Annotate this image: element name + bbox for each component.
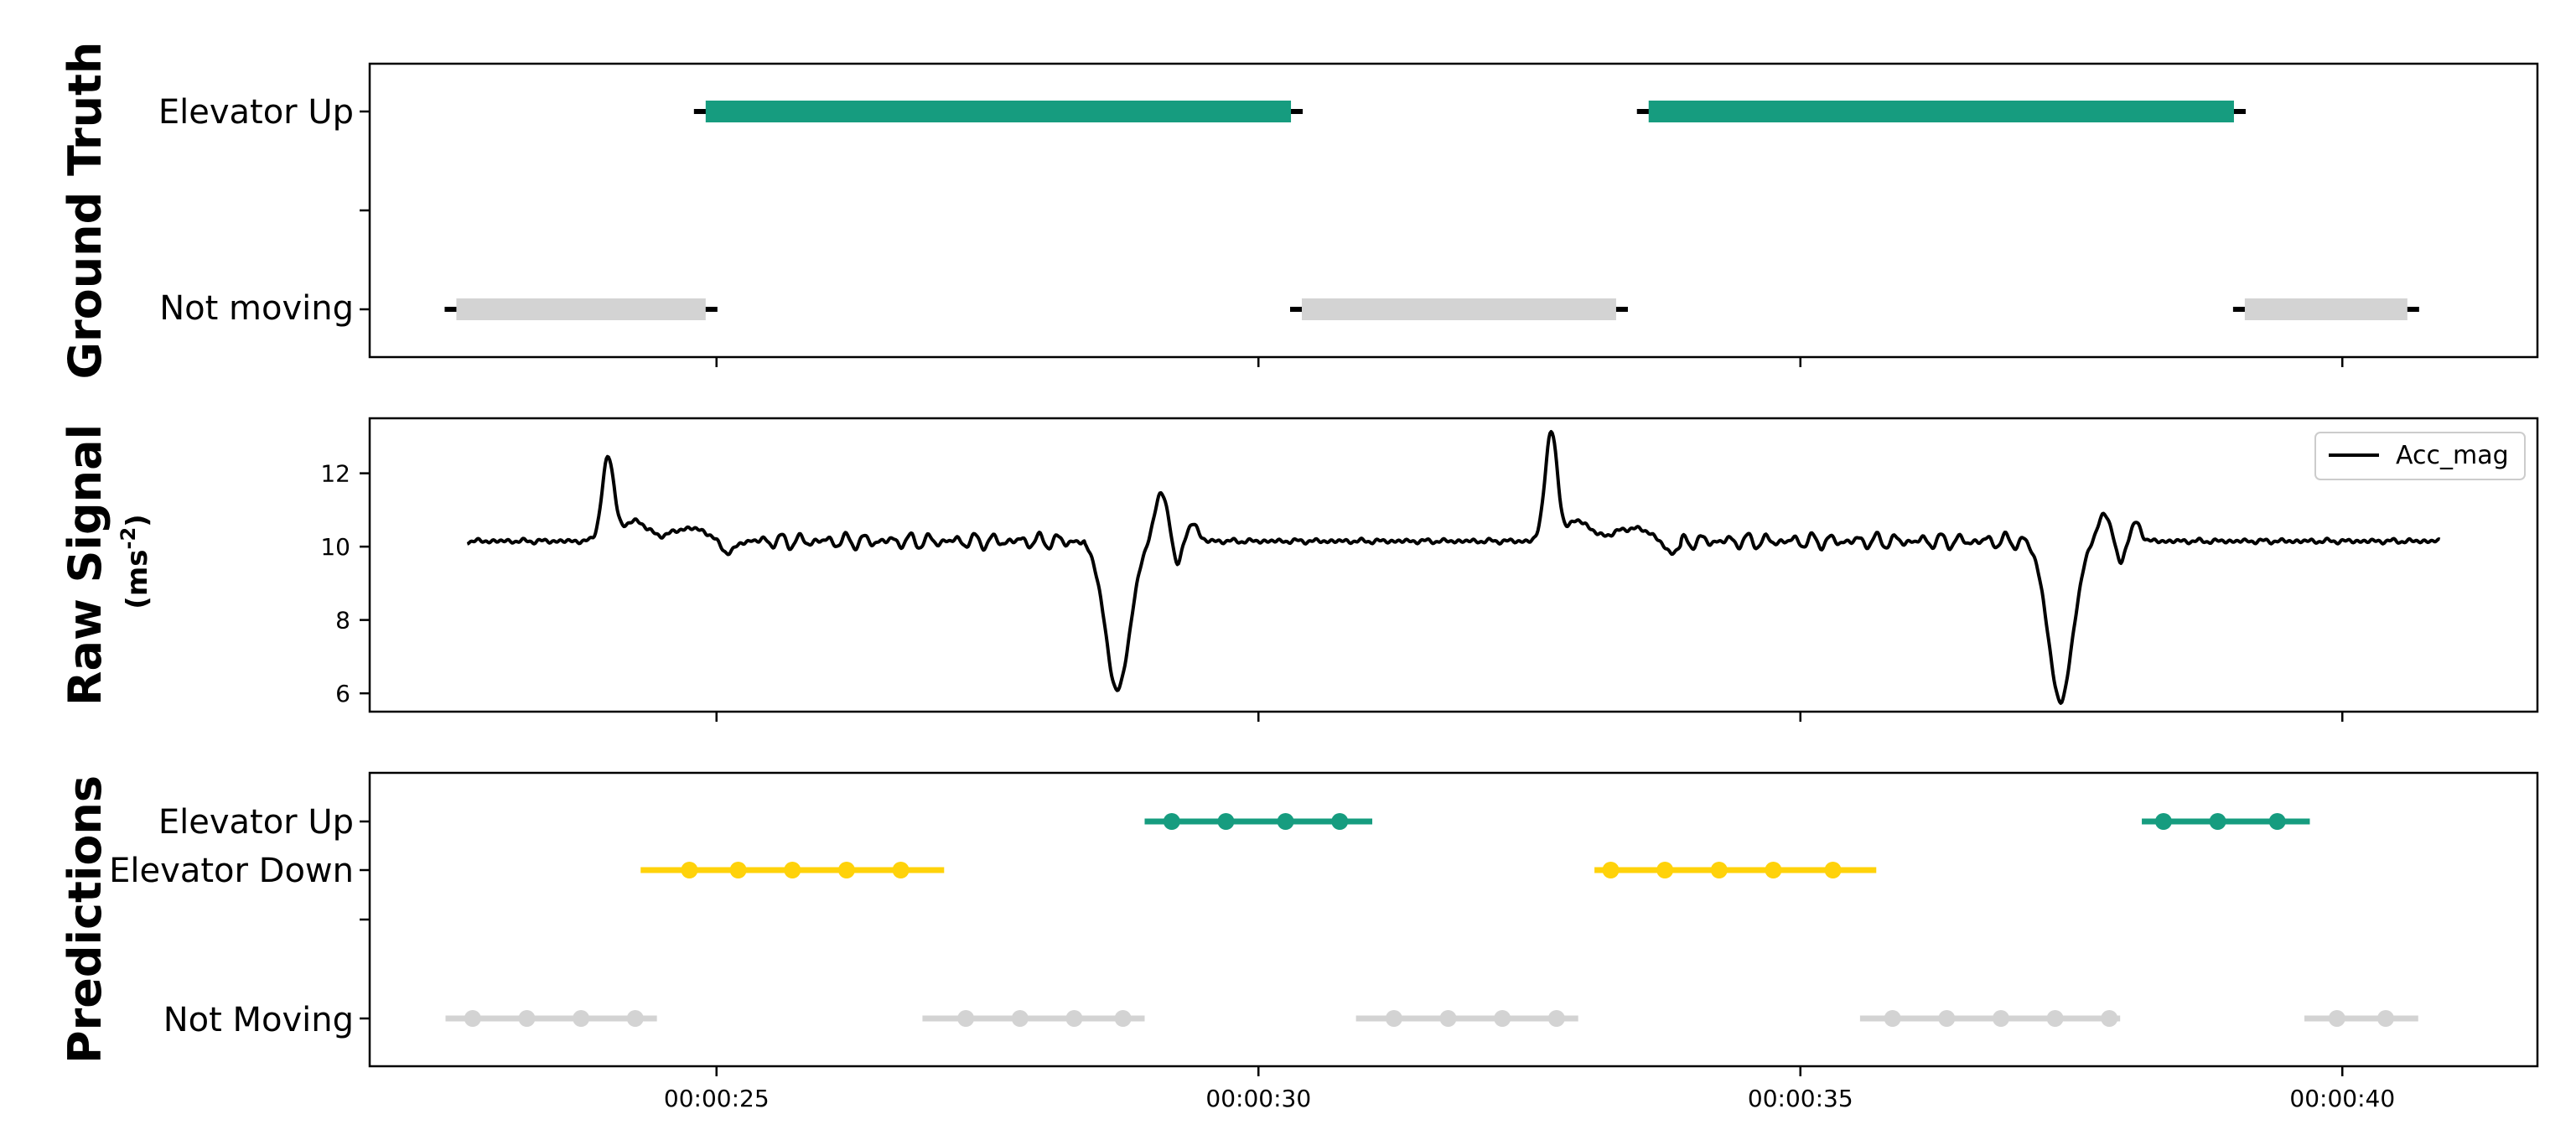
legend: Acc_mag <box>2314 432 2526 480</box>
pred-elevator-down-point-1-2 <box>1710 862 1728 878</box>
pred-not-moving-point-1-3 <box>1114 1010 1132 1027</box>
pred-not-moving-point-4-0 <box>2328 1010 2345 1027</box>
pred-not-moving-point-1-0 <box>957 1010 975 1027</box>
pred-not-moving-point-0-2 <box>573 1010 590 1027</box>
pred-not-moving-point-3-0 <box>1884 1010 1901 1027</box>
pred-elevator-down-point-1-4 <box>1824 862 1842 878</box>
ground-truth-title: Ground Truth <box>59 42 111 380</box>
pred-not-moving-point-2-2 <box>1494 1010 1511 1027</box>
pred-elevator-up-point-1-0 <box>2154 813 2172 830</box>
xtick-label-0: 00:00:25 <box>664 1085 770 1112</box>
legend-box <box>2314 432 2526 480</box>
pred-not-moving-point-2-1 <box>1439 1010 1457 1027</box>
pred-elevator-up-point-0-3 <box>1331 813 1349 830</box>
pred-not-moving-point-2-3 <box>1547 1010 1565 1027</box>
pred-ylabel-elevator-down: Elevator Down <box>109 852 354 890</box>
raw-signal-unit-main: (ms <box>121 550 154 609</box>
pred-not-moving-point-0-0 <box>464 1010 481 1027</box>
pred-not-moving-point-1-2 <box>1065 1010 1083 1027</box>
raw-signal-unit: (ms-2) <box>117 514 154 609</box>
xtick-label-1: 00:00:30 <box>1205 1085 1311 1112</box>
raw-signal-panel: Raw Signal (ms-2) 6 8 10 12 Acc_mag <box>59 417 2539 722</box>
gt-ylabel-elevator-up: Elevator Up <box>158 93 354 132</box>
pred-elevator-down-point-1-0 <box>1602 862 1620 878</box>
predictions-title: Predictions <box>59 775 111 1064</box>
pred-not-moving-point-4-1 <box>2376 1010 2394 1027</box>
xtick-label-3: 00:00:40 <box>2289 1085 2395 1112</box>
pred-not-moving-point-3-3 <box>2046 1010 2064 1027</box>
pred-segments <box>445 813 2418 1027</box>
legend-label-acc-mag: Acc_mag <box>2396 441 2509 470</box>
raw-signal-unit-end: ) <box>121 514 154 527</box>
pred-not-moving-point-2-0 <box>1385 1010 1402 1027</box>
pred-elevator-down-point-0-0 <box>681 862 698 878</box>
raw-ytick-label-2: 10 <box>320 533 350 561</box>
ground-truth-panel: Ground Truth Elevator Up Not moving <box>59 42 2539 380</box>
raw-ytick-label-1: 8 <box>335 607 350 635</box>
pred-elevator-up-point-1-1 <box>2209 813 2226 830</box>
pred-elevator-up-point-0-0 <box>1163 813 1180 830</box>
pred-not-moving-point-0-1 <box>518 1010 536 1027</box>
pred-elevator-down-point-0-1 <box>729 862 747 878</box>
xtick-label-2: 00:00:35 <box>1748 1085 1853 1112</box>
raw-signal-frame <box>368 417 2539 713</box>
gt-segments <box>444 101 2419 320</box>
predictions-panel: Predictions Elevator Up Elevator Down No… <box>59 771 2539 1112</box>
pred-elevator-down-point-0-2 <box>784 862 801 878</box>
gt-ylabel-not-moving: Not moving <box>159 289 354 328</box>
raw-signal-unit-sup: -2 <box>117 527 140 550</box>
pred-not-moving-point-3-2 <box>1992 1010 2009 1027</box>
pred-not-moving-point-3-1 <box>1938 1010 1956 1027</box>
pred-ylabel-elevator-up: Elevator Up <box>158 803 354 842</box>
acc-mag-line <box>466 430 2441 705</box>
raw-ytick-label-0: 6 <box>335 680 350 707</box>
pred-elevator-up-point-0-1 <box>1217 813 1235 830</box>
pred-elevator-down-point-0-4 <box>892 862 910 878</box>
pred-not-moving-point-0-3 <box>626 1010 644 1027</box>
pred-elevator-down-point-1-3 <box>1765 862 1782 878</box>
raw-signal-title: Raw Signal <box>59 424 111 706</box>
pred-not-moving-point-3-4 <box>2101 1010 2118 1027</box>
pred-elevator-up-point-0-2 <box>1277 813 1294 830</box>
pred-elevator-down-point-0-3 <box>837 862 855 878</box>
pred-ylabel-not-moving: Not Moving <box>163 1001 354 1039</box>
pred-elevator-down-point-1-1 <box>1656 862 1674 878</box>
raw-ytick-label-3: 12 <box>320 460 350 488</box>
pred-not-moving-point-1-1 <box>1011 1010 1029 1027</box>
pred-elevator-up-point-1-2 <box>2268 813 2286 830</box>
